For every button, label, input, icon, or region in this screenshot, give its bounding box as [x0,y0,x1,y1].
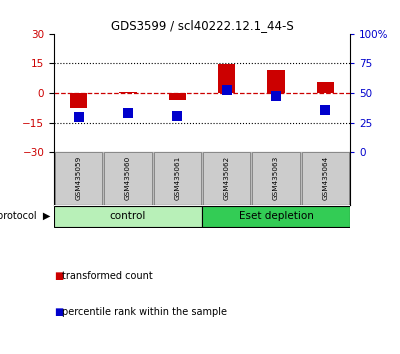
Text: GSM435061: GSM435061 [174,155,180,200]
Bar [202,206,350,227]
Text: GSM435059: GSM435059 [76,155,82,200]
Text: GSM435064: GSM435064 [322,155,328,200]
Point [174,113,180,119]
Bar [119,92,137,93]
Bar [252,152,300,205]
Text: transformed count: transformed count [62,271,153,281]
Point [224,87,230,93]
Bar [55,152,102,205]
Bar [70,93,87,108]
Text: GSM435062: GSM435062 [224,155,230,200]
Bar [317,82,334,93]
Bar [302,152,349,205]
Title: GDS3599 / scl40222.12.1_44-S: GDS3599 / scl40222.12.1_44-S [111,19,293,33]
Bar [169,93,186,100]
Text: ■: ■ [54,271,63,281]
Text: GSM435063: GSM435063 [273,155,279,200]
Text: control: control [110,211,146,221]
Text: percentile rank within the sample: percentile rank within the sample [62,307,227,316]
Bar [267,70,285,93]
Text: Eset depletion: Eset depletion [238,211,314,221]
Text: ■: ■ [54,307,63,316]
Point [125,110,131,116]
Bar [203,152,250,205]
Bar [54,206,202,227]
Text: GSM435060: GSM435060 [125,155,131,200]
Bar [154,152,201,205]
Point [322,107,328,113]
Point [76,114,82,120]
Point [273,93,279,99]
Bar [104,152,152,205]
Text: protocol  ▶: protocol ▶ [0,211,50,222]
Bar [218,64,235,93]
